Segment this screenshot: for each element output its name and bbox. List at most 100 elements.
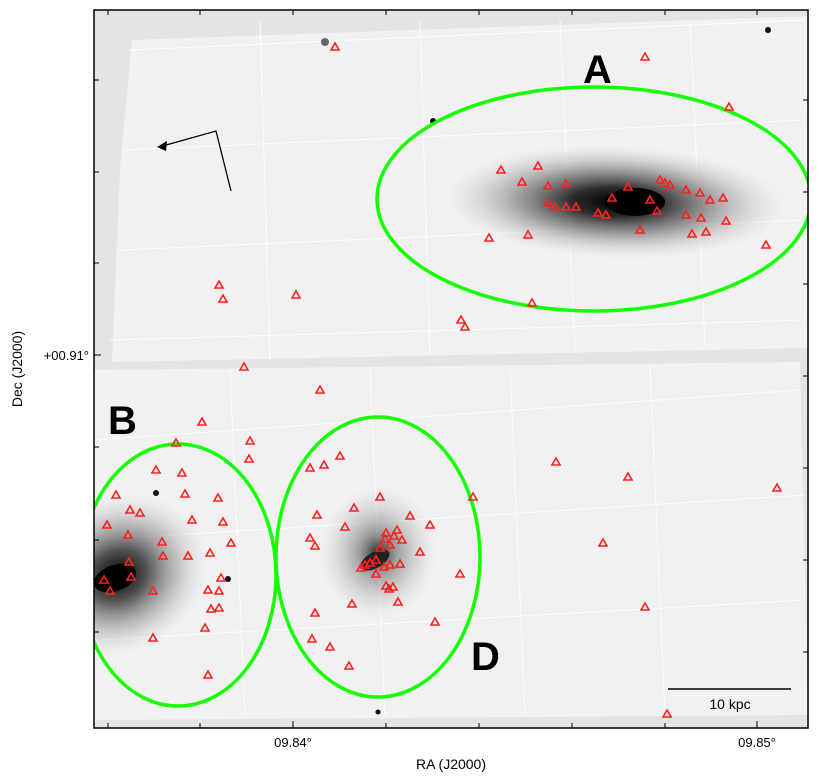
source-marker bbox=[309, 540, 321, 550]
source-marker bbox=[634, 224, 646, 234]
source-marker bbox=[597, 537, 609, 547]
source-marker bbox=[384, 539, 396, 549]
source-marker bbox=[202, 669, 214, 679]
source-marker bbox=[134, 507, 146, 517]
stars bbox=[153, 27, 771, 715]
axis-ticks bbox=[94, 10, 808, 728]
source-marker bbox=[639, 51, 651, 61]
source-marker bbox=[396, 534, 408, 544]
source-marker bbox=[101, 519, 113, 529]
source-marker bbox=[495, 164, 507, 174]
source-marker bbox=[244, 435, 256, 445]
source-marker bbox=[695, 212, 707, 222]
source-marker bbox=[622, 181, 634, 191]
source-marker bbox=[346, 598, 358, 608]
source-marker bbox=[104, 585, 116, 595]
source-marker bbox=[370, 554, 382, 564]
source-marker bbox=[98, 574, 110, 584]
source-marker bbox=[202, 584, 214, 594]
source-marker bbox=[157, 550, 169, 560]
y-tick-label: +00.91° bbox=[44, 348, 89, 363]
ellipse-d bbox=[274, 415, 482, 699]
source-marker bbox=[334, 450, 346, 460]
x-tick-label: 09.85° bbox=[738, 735, 776, 750]
source-marker bbox=[760, 239, 772, 249]
source-marker bbox=[654, 174, 666, 184]
source-marker bbox=[304, 462, 316, 472]
source-marker bbox=[394, 558, 406, 568]
source-marker bbox=[383, 583, 395, 593]
source-marker bbox=[124, 504, 136, 514]
source-marker bbox=[549, 201, 561, 211]
source-marker bbox=[213, 279, 225, 289]
source-marker bbox=[391, 524, 403, 534]
source-marker bbox=[700, 226, 712, 236]
source-marker bbox=[329, 41, 341, 51]
source-marker bbox=[122, 529, 134, 539]
source-marker bbox=[704, 194, 716, 204]
source-marker bbox=[217, 516, 229, 526]
source-marker bbox=[204, 547, 216, 557]
source-marker bbox=[560, 201, 572, 211]
galaxy-b-core bbox=[94, 563, 137, 593]
source-marker bbox=[179, 488, 191, 498]
source-marker bbox=[388, 530, 400, 540]
source-marker bbox=[550, 456, 562, 466]
source-marker bbox=[215, 572, 227, 582]
plot-frame bbox=[93, 9, 809, 729]
source-marker bbox=[606, 192, 618, 202]
galaxy-a-core bbox=[605, 188, 665, 216]
source-marker bbox=[309, 607, 321, 617]
x-tick-label: 09.84° bbox=[274, 735, 312, 750]
source-marker bbox=[213, 585, 225, 595]
source-marker bbox=[414, 546, 426, 556]
source-marker bbox=[205, 603, 217, 613]
source-marker bbox=[196, 416, 208, 426]
source-marker bbox=[170, 437, 182, 447]
source-marker bbox=[355, 562, 367, 572]
source-marker bbox=[176, 467, 188, 477]
region-label-a: A bbox=[583, 48, 612, 92]
source-marker bbox=[243, 453, 255, 463]
source-marker bbox=[370, 568, 382, 578]
source-marker bbox=[304, 532, 316, 542]
source-marker bbox=[324, 641, 336, 651]
source-marker bbox=[374, 542, 386, 552]
source-marker bbox=[542, 197, 554, 207]
north-east-arrows-icon bbox=[157, 130, 232, 192]
source-marker bbox=[680, 209, 692, 219]
source-marker bbox=[659, 177, 671, 187]
source-marker bbox=[483, 232, 495, 242]
source-marker bbox=[542, 180, 554, 190]
source-marker bbox=[424, 519, 436, 529]
source-marker bbox=[348, 502, 360, 512]
source-marker bbox=[644, 194, 656, 204]
source-marker bbox=[429, 616, 441, 626]
source-marker bbox=[217, 293, 229, 303]
source-marker bbox=[110, 489, 122, 499]
ellipse-a bbox=[375, 85, 808, 313]
source-marker bbox=[238, 361, 250, 371]
source-marker bbox=[651, 205, 663, 215]
y-axis-label: Dec (J2000) bbox=[9, 331, 25, 407]
source-marker bbox=[680, 184, 692, 194]
source-marker bbox=[560, 178, 572, 188]
source-marker bbox=[459, 321, 471, 331]
source-marker bbox=[384, 559, 396, 569]
source-marker bbox=[225, 537, 237, 547]
source-marker bbox=[213, 602, 225, 612]
region-label-d: D bbox=[471, 635, 500, 679]
scale-bar-label: 10 kpc bbox=[709, 696, 750, 712]
source-marker bbox=[199, 622, 211, 632]
source-marker bbox=[694, 187, 706, 197]
source-marker bbox=[318, 459, 330, 469]
source-marker bbox=[720, 215, 732, 225]
source-marker bbox=[186, 514, 198, 524]
source-marker bbox=[290, 289, 302, 299]
source-marker bbox=[516, 176, 528, 186]
source-marker bbox=[455, 314, 467, 324]
source-marker bbox=[600, 209, 612, 219]
source-marker bbox=[532, 160, 544, 170]
source-marker bbox=[664, 179, 676, 189]
